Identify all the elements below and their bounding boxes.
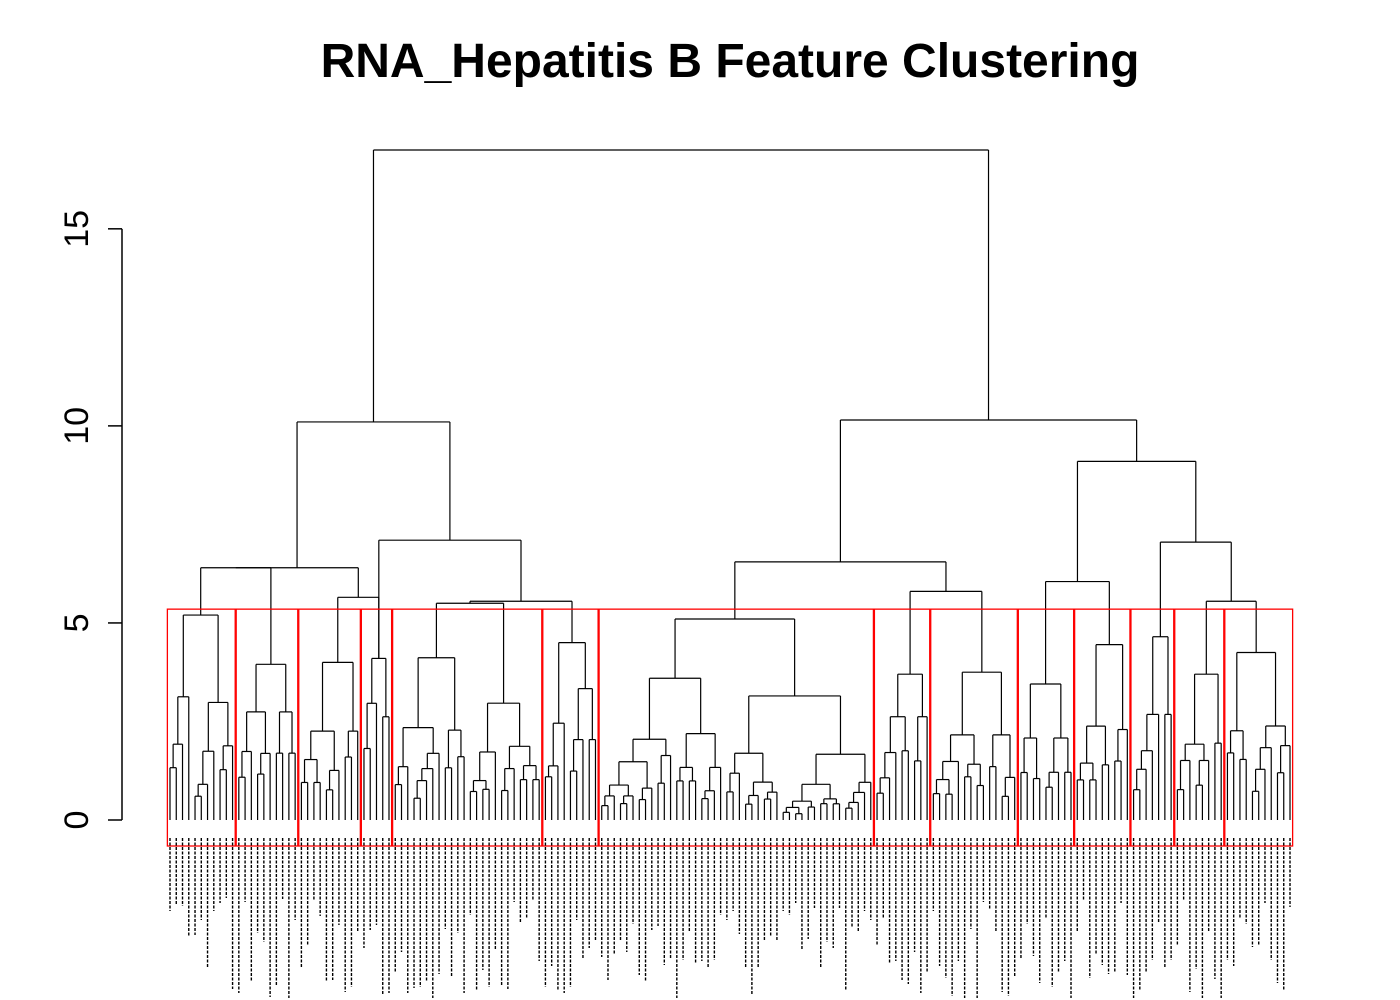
cluster-rect: [1073, 608, 1131, 847]
y-tick-label: 5: [58, 613, 96, 632]
y-tick-label: 10: [58, 407, 96, 445]
cluster-rect: [598, 608, 875, 847]
cluster-rect: [1174, 608, 1225, 847]
cluster-rect: [166, 608, 236, 847]
cluster-rect: [235, 608, 299, 847]
y-tick-label: 0: [58, 811, 96, 830]
dendrogram-tree: [169, 149, 1291, 820]
cluster-boxes: [166, 608, 1294, 847]
cluster-rect: [1130, 608, 1175, 847]
y-axis: 0 5 10 15: [58, 210, 123, 830]
cluster-rect: [542, 608, 599, 847]
chart-title: RNA_Hepatitis B Feature Clustering: [320, 35, 1140, 88]
cluster-rect: [930, 608, 1018, 847]
cluster-rect: [873, 608, 931, 847]
leaf-labels: [169, 838, 1291, 998]
cluster-rect: [360, 608, 393, 847]
cluster-rect: [1224, 608, 1294, 847]
cluster-rect: [298, 608, 361, 847]
cluster-rect: [391, 608, 543, 847]
cluster-rect: [1017, 608, 1075, 847]
y-tick-label: 15: [58, 210, 96, 248]
